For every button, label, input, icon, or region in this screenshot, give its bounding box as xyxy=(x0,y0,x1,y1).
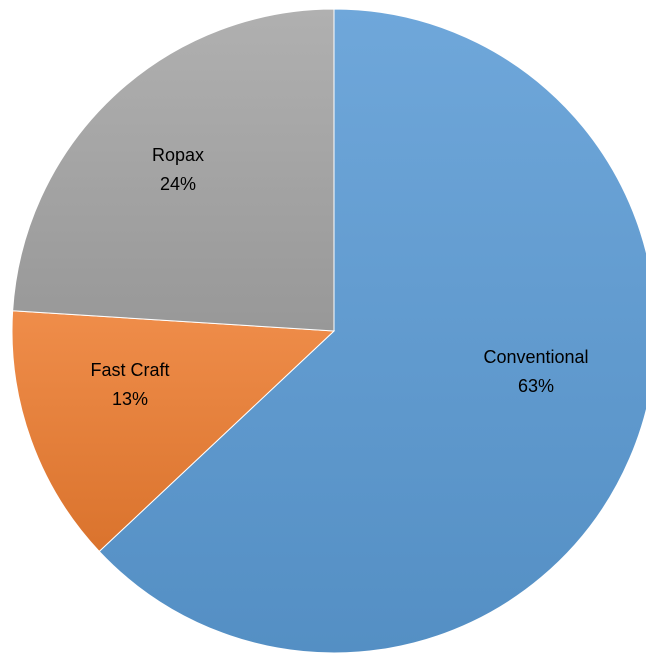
slice-category-label-fast-craft: Fast Craft xyxy=(90,360,169,380)
pie-slice-conventional xyxy=(98,8,646,654)
slice-category-label-conventional: Conventional xyxy=(483,347,588,367)
slice-percent-label-ropax: 24% xyxy=(160,174,196,194)
slice-percent-label-fast-craft: 13% xyxy=(112,389,148,409)
slice-category-label-ropax: Ropax xyxy=(152,145,204,165)
pie-slice-ropax xyxy=(12,8,335,332)
pie-slice-fast-craft xyxy=(11,310,336,553)
pie-slices xyxy=(11,8,646,654)
pie-labels: Conventional 63% Fast Craft 13% Ropax 24% xyxy=(90,145,588,409)
slice-percent-label-conventional: 63% xyxy=(518,376,554,396)
